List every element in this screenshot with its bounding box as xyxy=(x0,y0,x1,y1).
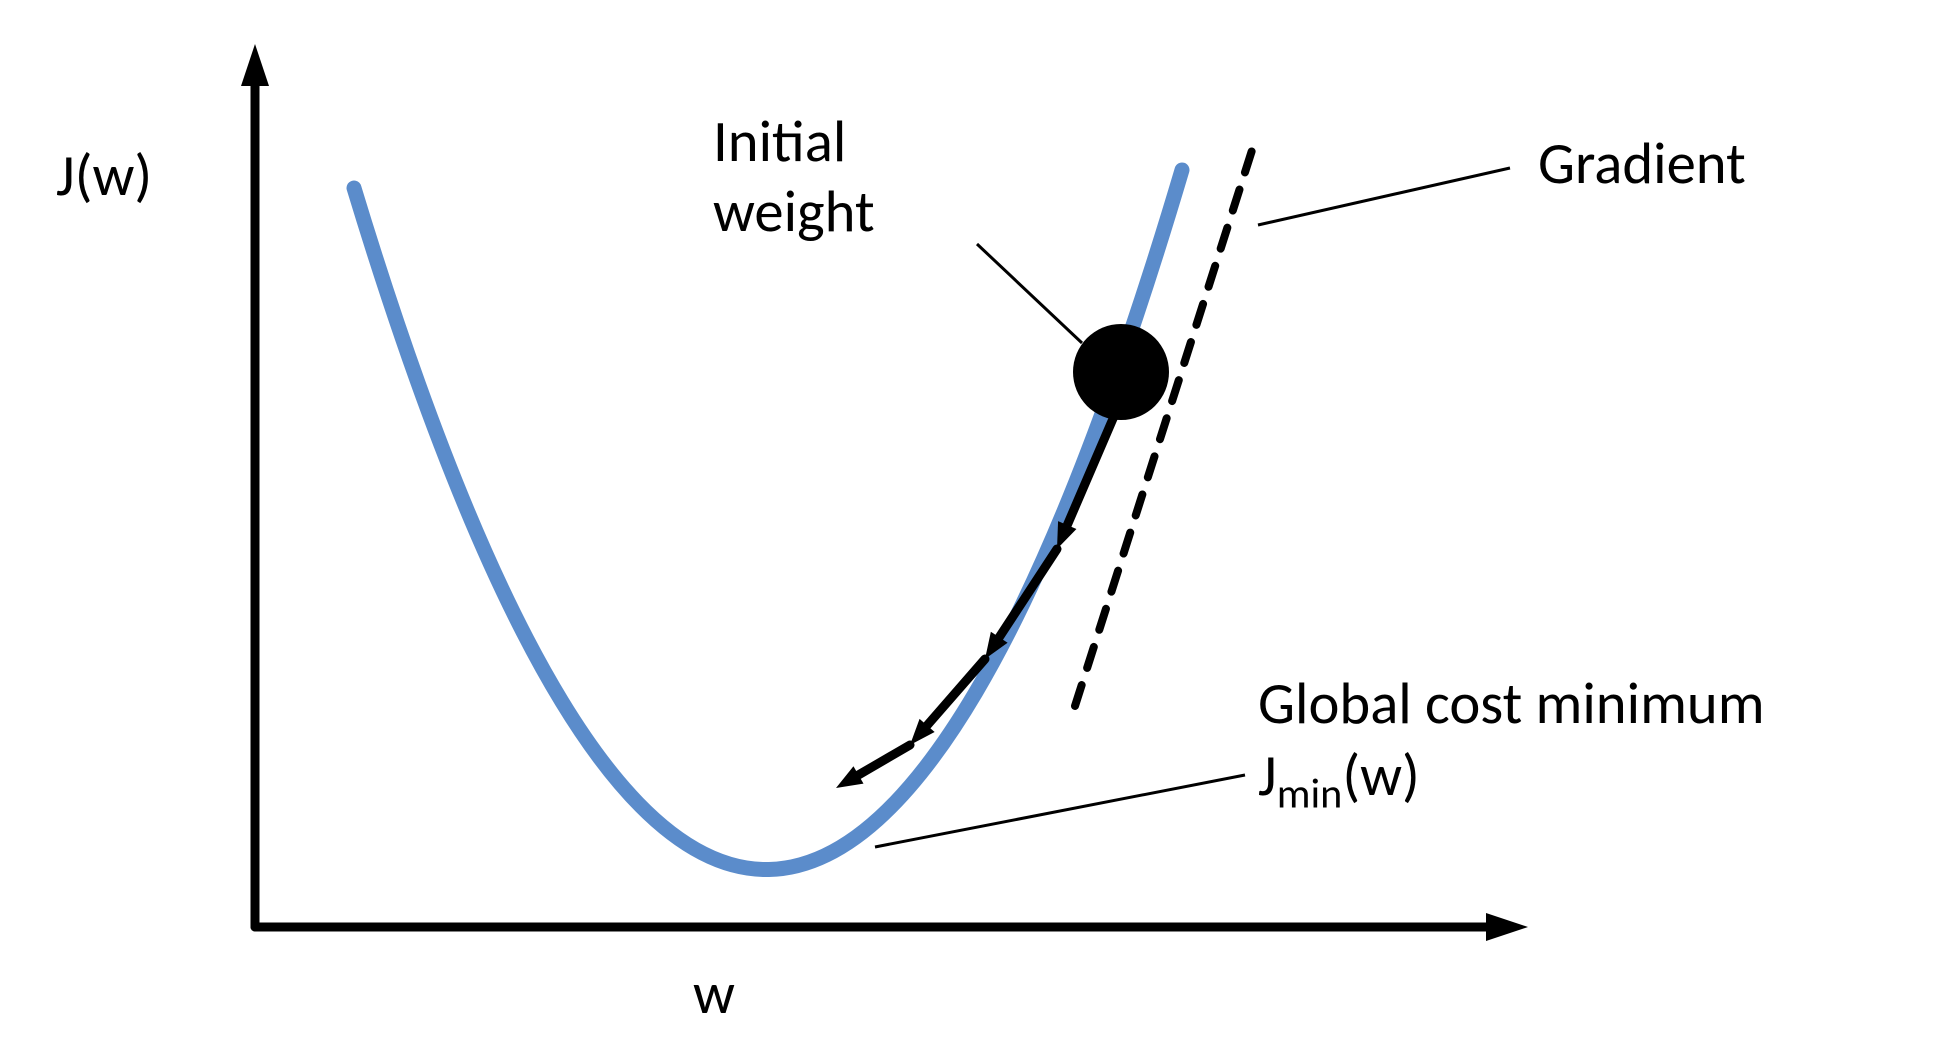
x-axis xyxy=(255,913,1528,941)
leader-initial-weight xyxy=(977,244,1082,343)
initial-weight-label-1: Initial xyxy=(713,108,846,175)
leader-global-min xyxy=(875,775,1245,847)
y-axis-label: J(w) xyxy=(56,142,152,209)
global-min-label-2: Jmin(w) xyxy=(1258,742,1420,819)
initial-weight-label-2: weight xyxy=(713,178,875,245)
initial-weight-point xyxy=(1073,324,1169,420)
descent-step-4 xyxy=(836,745,910,788)
descent-step-1 xyxy=(1057,400,1121,549)
y-axis xyxy=(241,44,269,927)
gradient-label: Gradient xyxy=(1538,130,1746,197)
descent-step-2 xyxy=(985,549,1057,659)
global-min-label-1: Global cost minimum xyxy=(1258,670,1765,737)
cost-curve xyxy=(354,170,1182,870)
x-axis-label: w xyxy=(693,960,735,1027)
leader-gradient xyxy=(1258,168,1510,225)
